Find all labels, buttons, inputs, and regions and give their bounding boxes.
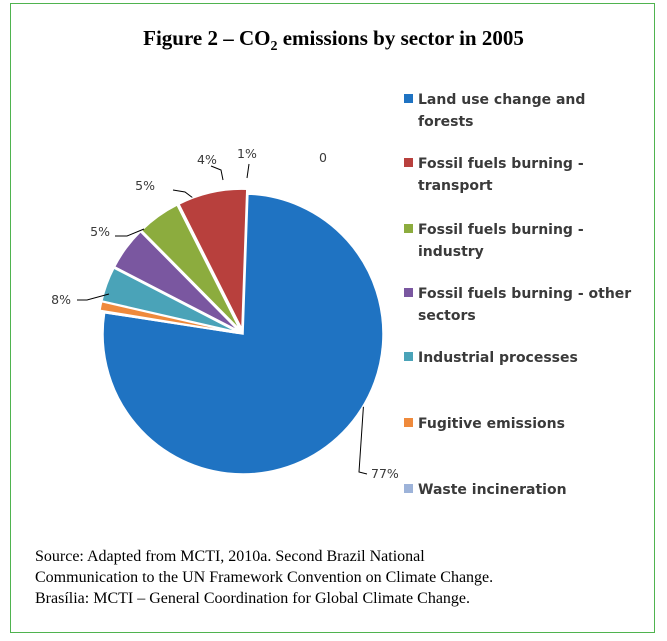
legend-swatch: [404, 224, 413, 233]
pie-slice: [113, 230, 240, 332]
title-subscript: 2: [270, 39, 278, 55]
leader-line: [115, 228, 145, 237]
legend-label: Industrial processes: [418, 350, 578, 366]
source-line: Source: Adapted from MCTI, 2010a. Second…: [35, 548, 425, 565]
data-label: 5%: [135, 178, 155, 193]
legend-label: industry: [418, 244, 484, 260]
data-label: 4%: [197, 152, 217, 167]
legend-label: Fossil fuels burning -: [418, 222, 584, 238]
legend-label: Fossil fuels burning -: [418, 156, 584, 172]
legend-swatch: [404, 158, 413, 167]
legend-label: transport: [418, 178, 493, 194]
data-label: 0: [319, 150, 327, 165]
data-label: 77%: [371, 466, 399, 481]
legend-swatch: [404, 418, 413, 427]
title-suffix: emissions by sector in 2005: [277, 26, 524, 50]
leader-line: [77, 293, 110, 301]
figure-frame: Figure 2 – CO2 emissions by sector in 20…: [10, 3, 655, 633]
legend-label: Fugitive emissions: [418, 416, 565, 432]
figure-title: Figure 2 – CO2 emissions by sector in 20…: [11, 26, 656, 55]
source-line: Communication to the UN Framework Conven…: [35, 569, 494, 586]
data-label: 8%: [51, 292, 71, 307]
leader-line: [246, 163, 250, 179]
leader-line: [210, 165, 224, 181]
source-line: Brasília: MCTI – General Coordination fo…: [35, 590, 471, 607]
legend-label: Land use change and: [418, 92, 585, 108]
legend-label: Fossil fuels burning - other: [418, 286, 631, 302]
legend-swatch: [404, 94, 413, 103]
legend-label: sectors: [418, 308, 476, 324]
legend-swatch: [404, 484, 413, 493]
pie-slice: [102, 193, 384, 475]
pie-chart: 77% 0 1% 4% 5% 5% 8% Land use change and forests…: [51, 92, 631, 498]
pie-slice: [99, 300, 239, 334]
legend-swatch: [404, 352, 413, 361]
title-prefix: Figure 2 – CO: [143, 26, 271, 50]
legend-label: Waste incineration: [418, 482, 567, 498]
leader-line: [358, 406, 368, 475]
legend-label: forests: [418, 114, 473, 130]
source-note: Source: Adapted from MCTI, 2010a. Second…: [35, 546, 650, 609]
leader-line: [172, 189, 194, 199]
pie-slice: [100, 267, 239, 334]
pie-slice: [177, 188, 248, 330]
data-label: 5%: [90, 224, 110, 239]
legend-swatch: [404, 288, 413, 297]
data-label: 1%: [237, 146, 257, 161]
